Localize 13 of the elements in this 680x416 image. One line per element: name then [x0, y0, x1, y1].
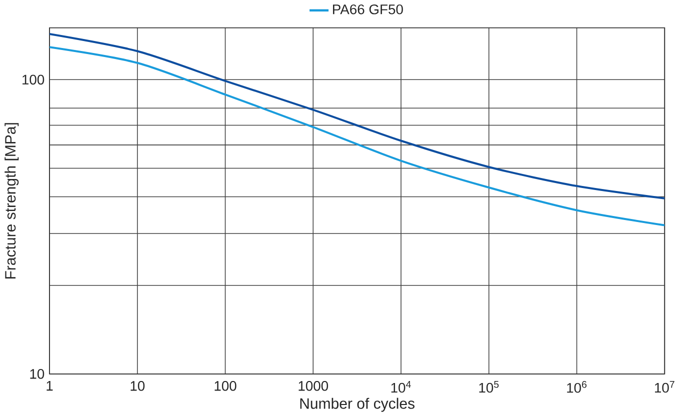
line-series [50, 46, 665, 226]
x-tick-label: 10 [130, 380, 145, 391]
legend-label: PA66 GF50 [333, 4, 403, 14]
y-axis-title: Fracture strength [MPa] [4, 122, 19, 278]
line-series [50, 32, 665, 200]
x-tick-label: 10$^{5}$ [479, 380, 499, 392]
x-tick-label: 1000 [298, 380, 328, 391]
x-tick-label: 100 [214, 380, 236, 391]
x-axis-title: Number of cycles [300, 398, 414, 412]
x-tick-label: 10$^{7}$ [654, 380, 674, 392]
x-tick-label: 10$^{4}$ [391, 380, 411, 392]
x-tick-label: 10$^{6}$ [567, 380, 587, 393]
x-tick-label: 1 [46, 380, 53, 390]
